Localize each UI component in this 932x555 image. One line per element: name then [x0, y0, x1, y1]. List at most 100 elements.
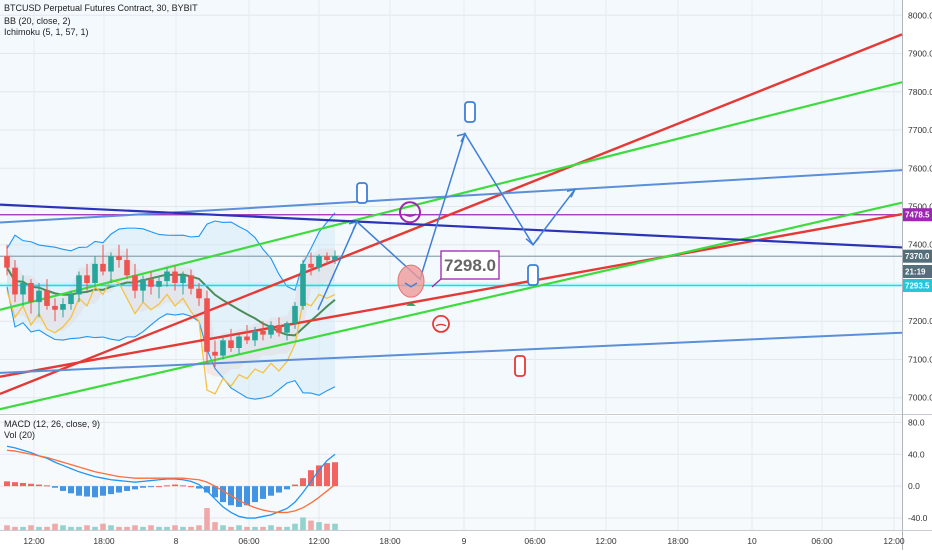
projection-path	[317, 132, 576, 311]
candle-body	[284, 323, 290, 333]
trend-line	[0, 203, 903, 249]
volume-bar	[316, 522, 322, 530]
macd-histogram-bar	[276, 486, 282, 493]
macd-histogram-bar	[284, 486, 290, 490]
macd-histogram-bar	[76, 486, 82, 496]
macd-histogram-bar	[4, 481, 10, 487]
macd-histogram-bar	[148, 486, 154, 488]
price-tick-label: 7900.0	[908, 49, 932, 59]
candle-body	[76, 275, 82, 295]
up-arrow-icon	[406, 302, 416, 306]
volume-bar	[284, 526, 290, 530]
volume-bar	[12, 526, 18, 530]
projection-arrowhead	[566, 188, 577, 198]
projection-arrowhead	[456, 132, 467, 143]
macd-histogram-bar	[92, 486, 98, 498]
time-tick-label: 18:00	[93, 536, 115, 546]
macd-histogram-bar	[124, 486, 130, 491]
macd-histogram-bar	[132, 486, 138, 490]
time-tick-label: 10	[747, 536, 757, 546]
macd-histogram-bar	[12, 482, 18, 487]
macd-histogram-bar	[244, 486, 250, 506]
price-tick-label: 7500.0	[908, 202, 932, 212]
price-tag-box	[903, 208, 932, 222]
time-tick-label: 18:00	[379, 536, 401, 546]
macd-histogram-bar	[260, 486, 266, 499]
volume-bar	[276, 526, 282, 530]
legend-sub-indicator: Vol (20)	[4, 430, 35, 440]
volume-bar	[124, 526, 130, 530]
time-tick-label: 12:00	[23, 536, 45, 546]
legend-symbol: BTCUSD Perpetual Futures Contract, 30, B…	[4, 3, 198, 13]
sub-pane-background	[0, 416, 902, 530]
candle-body	[156, 281, 162, 287]
pointing-hand-icon	[514, 355, 526, 377]
candle-body	[212, 351, 218, 356]
volume-bar	[52, 523, 58, 530]
candle-body	[300, 263, 306, 306]
volume-bar	[132, 525, 138, 530]
volume-bar	[324, 523, 330, 530]
macd-tick-label: 80.0	[908, 417, 925, 427]
target-circle	[397, 264, 425, 298]
macd-histogram-bar	[196, 486, 202, 489]
volume-bar	[20, 526, 26, 530]
volume-bar	[252, 526, 258, 530]
macd-histogram-bar	[180, 485, 186, 487]
macd-histogram-bar	[316, 465, 322, 487]
macd-histogram-bar	[188, 486, 194, 488]
volume-bar	[76, 526, 82, 530]
price-tag-box	[903, 265, 932, 279]
volume-bar	[84, 525, 90, 530]
volume-bar	[332, 523, 338, 530]
candle-body	[316, 256, 322, 268]
price-tick-label: 7600.0	[908, 163, 932, 173]
macd-histogram-bar	[44, 485, 50, 487]
legend-indicator: BB (20, close, 2)	[4, 16, 71, 26]
signal-line	[6, 449, 336, 514]
volume-bar	[292, 523, 298, 530]
candle-body	[332, 256, 338, 261]
candle-body	[140, 279, 146, 291]
candle-body	[108, 256, 114, 272]
bollinger-upper	[6, 212, 336, 291]
candle-body	[252, 330, 258, 341]
volume-bar	[100, 523, 106, 530]
macd-histogram-bar	[116, 486, 122, 493]
happy-face-icon	[399, 201, 421, 224]
macd-histogram-bar	[212, 486, 218, 498]
candle-body	[228, 340, 234, 348]
macd-histogram-bar	[20, 482, 26, 487]
macd-line	[6, 445, 336, 519]
annotation-pointer	[431, 278, 442, 288]
volume-bar	[36, 526, 42, 530]
trend-line	[0, 331, 903, 374]
projection-arrowhead	[525, 237, 540, 246]
volume-bar	[268, 525, 274, 530]
legend-indicator: Ichimoku (5, 1, 57, 1)	[4, 27, 89, 37]
candle-body	[188, 275, 194, 289]
candle-body	[148, 279, 154, 287]
candle-body	[204, 298, 210, 352]
candle-body	[324, 256, 330, 261]
time-tick-label: 9	[462, 536, 467, 546]
candle-body	[172, 271, 178, 283]
macd-histogram-bar	[324, 463, 330, 487]
annotation-text: 7298.0	[444, 256, 496, 275]
price-tag-box	[903, 249, 932, 263]
trend-line	[0, 169, 903, 224]
macd-histogram-bar	[268, 486, 274, 496]
candle-body	[180, 275, 186, 283]
candle-body	[116, 256, 122, 261]
volume-bar	[236, 525, 242, 530]
time-tick-label: 12:00	[595, 536, 617, 546]
candle-body	[92, 263, 98, 283]
time-tick-label: 06:00	[811, 536, 833, 546]
price-tick-label: 7000.0	[908, 393, 932, 403]
candle-body	[220, 340, 226, 356]
candle-body	[52, 305, 58, 310]
sad-face-icon	[432, 314, 450, 333]
candle-body	[36, 290, 42, 303]
volume-bar	[140, 526, 146, 530]
